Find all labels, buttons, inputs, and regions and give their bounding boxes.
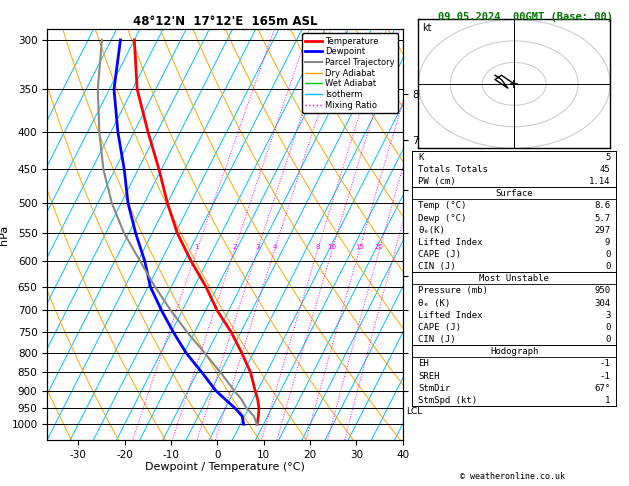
Text: Mixing Ratio (g/kg): Mixing Ratio (g/kg) — [481, 191, 490, 278]
Text: 1: 1 — [194, 244, 199, 250]
Text: 5.7: 5.7 — [594, 213, 610, 223]
Text: 0: 0 — [605, 335, 610, 344]
Text: 5: 5 — [605, 153, 610, 162]
Text: 297: 297 — [594, 226, 610, 235]
Text: 3: 3 — [255, 244, 260, 250]
Text: θₑ (K): θₑ (K) — [418, 298, 450, 308]
Text: LCL: LCL — [406, 407, 422, 416]
Text: kt: kt — [422, 23, 431, 34]
Text: 304: 304 — [594, 298, 610, 308]
Text: Dewp (°C): Dewp (°C) — [418, 213, 467, 223]
Text: 1: 1 — [605, 396, 610, 405]
Text: Lifted Index: Lifted Index — [418, 311, 482, 320]
Text: CIN (J): CIN (J) — [418, 262, 456, 271]
Text: 20: 20 — [375, 244, 384, 250]
X-axis label: Dewpoint / Temperature (°C): Dewpoint / Temperature (°C) — [145, 462, 305, 472]
Text: Totals Totals: Totals Totals — [418, 165, 488, 174]
Text: 1.14: 1.14 — [589, 177, 610, 186]
Text: θₑ(K): θₑ(K) — [418, 226, 445, 235]
Text: -1: -1 — [599, 371, 610, 381]
Text: Surface: Surface — [496, 189, 533, 198]
Title: 48°12'N  17°12'E  165m ASL: 48°12'N 17°12'E 165m ASL — [133, 15, 317, 28]
Text: Lifted Index: Lifted Index — [418, 238, 482, 247]
Text: EH: EH — [418, 359, 429, 368]
Text: 8: 8 — [315, 244, 320, 250]
Y-axis label: hPa: hPa — [0, 225, 9, 244]
Text: Temp (°C): Temp (°C) — [418, 201, 467, 210]
Text: 0: 0 — [605, 323, 610, 332]
Text: 45: 45 — [599, 165, 610, 174]
Text: 8.6: 8.6 — [594, 201, 610, 210]
Text: 0: 0 — [605, 262, 610, 271]
Text: -1: -1 — [599, 359, 610, 368]
Text: 4: 4 — [272, 244, 277, 250]
Text: 10: 10 — [328, 244, 337, 250]
Text: 950: 950 — [594, 286, 610, 295]
Text: PW (cm): PW (cm) — [418, 177, 456, 186]
Text: © weatheronline.co.uk: © weatheronline.co.uk — [460, 472, 565, 481]
Text: CAPE (J): CAPE (J) — [418, 323, 461, 332]
Text: SREH: SREH — [418, 371, 440, 381]
Text: Hodograph: Hodograph — [490, 347, 538, 356]
Y-axis label: km
ASL: km ASL — [421, 225, 443, 244]
Text: 67°: 67° — [594, 383, 610, 393]
Text: CAPE (J): CAPE (J) — [418, 250, 461, 259]
Text: 15: 15 — [355, 244, 364, 250]
Text: StmDir: StmDir — [418, 383, 450, 393]
Text: 09.05.2024  00GMT (Base: 00): 09.05.2024 00GMT (Base: 00) — [438, 12, 613, 22]
Text: 2: 2 — [232, 244, 237, 250]
Text: CIN (J): CIN (J) — [418, 335, 456, 344]
Legend: Temperature, Dewpoint, Parcel Trajectory, Dry Adiabat, Wet Adiabat, Isotherm, Mi: Temperature, Dewpoint, Parcel Trajectory… — [302, 34, 398, 113]
Text: 0: 0 — [605, 250, 610, 259]
Text: StmSpd (kt): StmSpd (kt) — [418, 396, 477, 405]
Text: Pressure (mb): Pressure (mb) — [418, 286, 488, 295]
Text: 9: 9 — [605, 238, 610, 247]
Text: K: K — [418, 153, 423, 162]
Text: 3: 3 — [605, 311, 610, 320]
Text: Most Unstable: Most Unstable — [479, 274, 549, 283]
